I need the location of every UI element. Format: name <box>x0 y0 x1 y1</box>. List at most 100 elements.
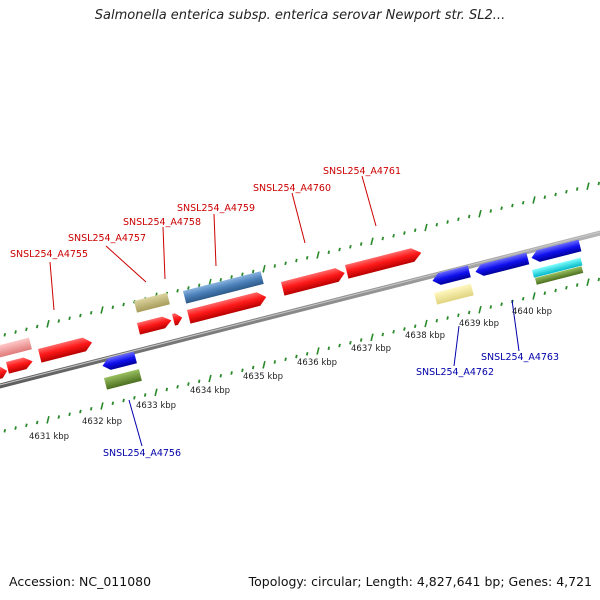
scale-label: 4639 kbp <box>459 319 499 329</box>
minor-tick <box>435 318 439 323</box>
leader-a4758 <box>162 226 166 280</box>
major-tick <box>532 292 536 300</box>
gene-label-a4760[interactable]: SNSL254_A4760 <box>253 183 331 194</box>
forward-gene-labels: SNSL254_A4755 SNSL254_A4757 SNSL254_A475… <box>10 166 401 260</box>
gene-a4756[interactable] <box>104 369 142 390</box>
minor-tick <box>79 409 82 414</box>
minor-tick <box>176 384 179 389</box>
scale-label: 4634 kbp <box>190 386 230 396</box>
minor-tick <box>251 365 255 370</box>
scale-rails <box>3 181 600 433</box>
forward-genes <box>0 246 423 380</box>
gene-olive-2[interactable] <box>535 266 584 285</box>
major-tick <box>262 265 266 273</box>
minor-tick <box>457 313 460 318</box>
minor-tick <box>89 310 93 315</box>
minor-tick <box>3 332 7 337</box>
gene-label-a4755[interactable]: SNSL254_A4755 <box>10 249 88 260</box>
gene-a4759b[interactable] <box>187 290 268 324</box>
gene-a4757[interactable] <box>134 292 170 313</box>
leader-a4763 <box>511 299 520 352</box>
minor-tick <box>565 189 568 194</box>
gene-label-a4759[interactable]: SNSL254_A4759 <box>177 203 255 214</box>
major-tick <box>370 333 374 342</box>
minor-tick <box>122 302 125 307</box>
gene-blue-2[interactable] <box>530 239 582 264</box>
gene-pink-partial[interactable] <box>0 337 32 358</box>
minor-tick <box>413 228 417 233</box>
major-tick <box>154 388 158 397</box>
minor-tick <box>197 283 201 288</box>
minor-tick <box>35 420 39 425</box>
minor-tick <box>219 373 223 378</box>
map-title: Salmonella enterica subsp. enterica sero… <box>94 8 506 23</box>
leader-a4761 <box>361 175 377 227</box>
minor-tick <box>457 217 460 222</box>
minor-tick <box>79 313 82 318</box>
gene-label-a4756[interactable]: SNSL254_A4756 <box>103 448 181 459</box>
minor-tick <box>241 272 244 277</box>
minor-tick <box>305 255 309 260</box>
major-tick <box>424 319 428 328</box>
gene-label-a4762[interactable]: SNSL254_A4762 <box>416 367 494 378</box>
leader-a4755 <box>49 261 55 311</box>
gene-a4758a[interactable] <box>137 315 173 335</box>
minor-tick <box>565 285 568 290</box>
minor-tick <box>273 360 277 364</box>
minor-tick <box>381 236 385 241</box>
minor-tick <box>338 343 341 348</box>
minor-tick <box>230 275 233 279</box>
gene-a4761[interactable] <box>345 246 423 279</box>
minor-tick <box>403 231 406 235</box>
major-tick <box>478 305 482 314</box>
major-tick <box>316 251 320 259</box>
gene-label-a4761[interactable]: SNSL254_A4761 <box>323 166 401 177</box>
leader-a4760 <box>291 192 306 244</box>
major-tick <box>46 416 50 424</box>
scale-label: 4638 kbp <box>405 331 445 341</box>
major-tick <box>262 361 266 369</box>
gene-a4758b[interactable] <box>172 312 184 326</box>
gene-label-a4758[interactable]: SNSL254_A4758 <box>123 217 201 228</box>
major-tick <box>208 374 212 383</box>
gene-a4755[interactable] <box>38 336 94 363</box>
leader-a4756 <box>128 399 143 447</box>
major-tick <box>586 278 590 286</box>
gene-blue-1[interactable] <box>431 265 471 287</box>
gene-red-partial-1[interactable] <box>0 365 9 380</box>
minor-tick <box>327 346 331 351</box>
major-tick <box>46 320 50 328</box>
minor-tick <box>57 319 61 323</box>
minor-tick <box>359 242 363 246</box>
minor-tick <box>241 368 244 373</box>
minor-tick <box>575 187 579 191</box>
minor-tick <box>511 203 514 208</box>
gene-cyan[interactable] <box>532 257 583 278</box>
gene-a4756-blue[interactable] <box>101 351 137 372</box>
scale-labels: 4631 kbp 4632 kbp 4633 kbp 4634 kbp 4635… <box>29 307 552 442</box>
minor-tick <box>403 327 406 331</box>
minor-tick <box>25 327 28 332</box>
minor-tick <box>597 277 600 282</box>
minor-tick <box>575 283 579 287</box>
minor-tick <box>68 412 71 417</box>
topology-label: Topology: circular; Length: 4,827,641 bp… <box>248 574 592 589</box>
gene-a4760[interactable] <box>281 266 346 296</box>
gene-label-a4763[interactable]: SNSL254_A4763 <box>481 352 559 363</box>
gene-a4759[interactable] <box>183 271 264 304</box>
minor-tick <box>68 316 71 321</box>
scale-label: 4631 kbp <box>29 432 69 442</box>
gene-a4763[interactable] <box>474 252 530 278</box>
major-tick <box>478 209 482 218</box>
minor-tick <box>187 286 190 290</box>
minor-tick <box>467 214 471 219</box>
gene-red-partial-2[interactable] <box>6 356 34 374</box>
leader-a4757 <box>105 245 147 283</box>
minor-tick <box>381 332 385 337</box>
minor-tick <box>14 426 17 430</box>
minor-tick <box>489 209 493 213</box>
reverse-gene-labels: SNSL254_A4756 SNSL254_A4762 SNSL254_A476… <box>103 352 559 459</box>
gene-label-a4757[interactable]: SNSL254_A4757 <box>68 233 146 244</box>
gene-a4762[interactable] <box>434 283 474 305</box>
